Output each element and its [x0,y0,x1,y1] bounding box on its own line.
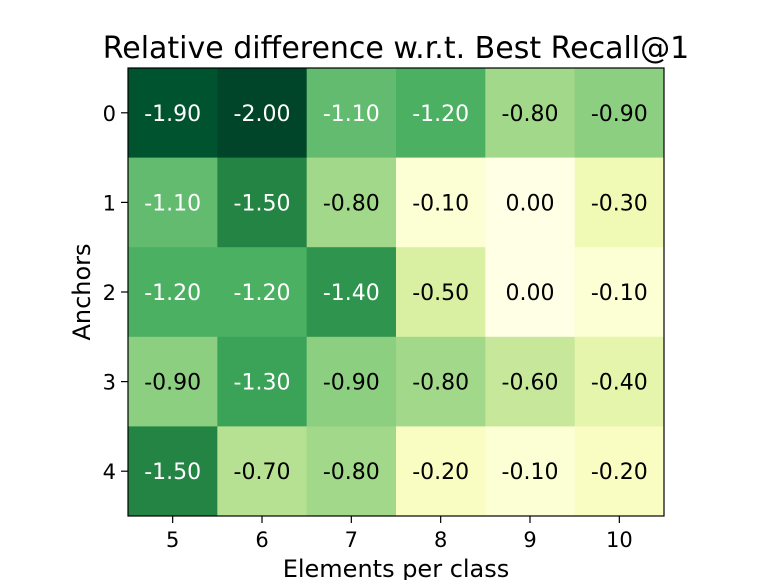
y-tick-label: 3 [103,371,116,395]
heatmap-cell [396,426,486,517]
y-tick-label: 2 [103,281,116,305]
cell-value-label: -1.20 [234,281,291,306]
cell-value-label: -0.90 [323,371,380,396]
cell-value-label: -0.10 [412,191,469,216]
cell-value-label: -0.80 [412,371,469,396]
cell-value-label: -0.40 [591,371,648,396]
cell-value-label: -1.90 [144,102,201,127]
y-tick-label: 0 [103,102,116,126]
heatmap-cell [485,336,576,427]
heatmap-cell [396,247,486,338]
x-tick-label: 8 [434,528,447,552]
heatmap-cell [485,247,576,338]
cell-value-label: -1.10 [323,102,380,127]
cell-value-label: -0.50 [412,281,469,306]
cell-value-label: -0.80 [323,460,380,485]
x-tick-label: 5 [166,528,179,552]
heatmap-cell [574,157,665,248]
heatmap-cell [485,426,576,517]
y-axis-label: Anchors [68,243,96,340]
heatmap-cell [485,157,576,248]
heatmap-cell [128,157,218,248]
heatmap-cell [396,68,486,159]
heatmap-cell [396,336,486,427]
heatmap-cell [574,68,665,159]
heatmap-cell [217,247,308,338]
cell-value-label: -1.20 [412,102,469,127]
cell-value-label: -0.20 [591,460,648,485]
heatmap-cell [306,157,397,248]
y-tick-label: 4 [103,460,116,484]
heatmap-cell [306,426,397,517]
heatmap-cell [485,68,576,159]
heatmap-cell [217,68,308,159]
heatmap-cells [128,68,665,517]
x-tick-label: 7 [345,528,358,552]
cell-value-label: -0.10 [591,281,648,306]
heatmap-cell [574,336,665,427]
x-axis-label: Elements per class [283,555,510,580]
chart-title: Relative difference w.r.t. Best Recall@1 [103,31,689,66]
y-tick-label: 1 [103,191,116,215]
x-tick-label: 6 [255,528,268,552]
heatmap-cell [217,336,308,427]
heatmap-cell [128,247,218,338]
heatmap-cell [217,426,308,517]
heatmap-cell [128,68,218,159]
x-tick-label: 10 [606,528,633,552]
cell-value-label: 0.00 [506,281,555,306]
heatmap-cell [396,157,486,248]
cell-value-label: -0.60 [502,371,559,396]
y-axis-ticks: 0 1 2 3 4 [103,102,128,484]
heatmap-cell [574,247,665,338]
heatmap-cell [128,426,218,517]
heatmap-cell [306,336,397,427]
cell-value-label: -1.30 [234,371,291,396]
heatmap-cell [128,336,218,427]
heatmap-cell [306,68,397,159]
x-axis-ticks: 5 6 7 8 9 10 [166,516,633,552]
cell-value-label: -0.70 [234,460,291,485]
cell-value-label: -0.90 [144,371,201,396]
cell-value-label: -0.90 [591,102,648,127]
x-tick-label: 9 [523,528,536,552]
cell-value-label: -0.80 [502,102,559,127]
cell-value-label: -2.00 [234,102,291,127]
cell-value-label: -1.40 [323,281,380,306]
heatmap-cell [306,247,397,338]
heatmap-cell [574,426,665,517]
cell-value-label: -1.20 [144,281,201,306]
cell-value-label: -0.80 [323,191,380,216]
cell-value-label: -1.50 [234,191,291,216]
cell-value-labels: -1.90 -2.00 -1.10 -1.20 -0.80 -0.90 -1.10 -1.50… [144,102,648,485]
cell-value-label: -1.10 [144,191,201,216]
cell-value-label: 0.00 [506,191,555,216]
heatmap-cell [217,157,308,248]
cell-value-label: -0.30 [591,191,648,216]
cell-value-label: -1.50 [144,460,201,485]
cell-value-label: -0.10 [502,460,559,485]
cell-value-label: -0.20 [412,460,469,485]
